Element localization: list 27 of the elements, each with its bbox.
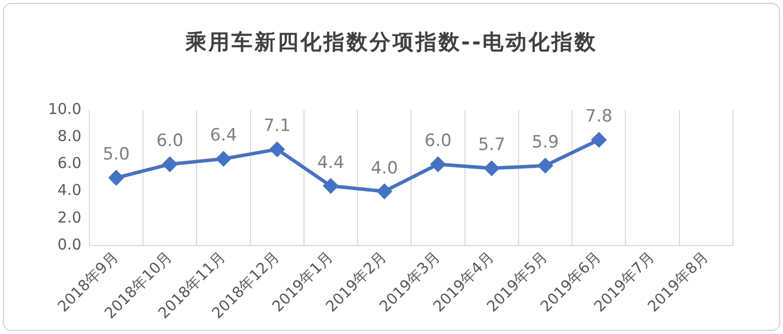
y-tick-label: 10.0: [48, 100, 82, 118]
data-label: 6.0: [156, 131, 184, 152]
y-tick-label: 2.0: [58, 208, 82, 226]
y-tick-label: 6.0: [58, 154, 82, 172]
chart-title: 乘用车新四化指数分项指数--电动化指数: [184, 29, 599, 56]
point: [108, 170, 124, 186]
point: [430, 156, 446, 172]
point: [592, 132, 606, 148]
point: [216, 152, 231, 166]
data-label: 5.7: [478, 135, 506, 156]
point: [324, 178, 338, 194]
point: [377, 184, 392, 199]
data-label: 7.8: [585, 106, 612, 127]
data-label: 5.9: [532, 132, 559, 153]
y-tick-label: 4.0: [58, 181, 82, 200]
point: [484, 161, 499, 176]
data-label: 5.0: [102, 144, 130, 165]
point: [538, 158, 553, 173]
data-label: 6.4: [210, 126, 238, 146]
y-tick-label: 0.0: [58, 235, 82, 254]
point: [162, 156, 178, 172]
data-label: 4.4: [317, 152, 344, 173]
y-tick-label: 8.0: [58, 127, 82, 146]
data-label: 6.0: [424, 131, 452, 152]
data-label: 7.1: [264, 116, 291, 136]
point: [270, 142, 284, 157]
data-label: 4.0: [370, 158, 398, 178]
